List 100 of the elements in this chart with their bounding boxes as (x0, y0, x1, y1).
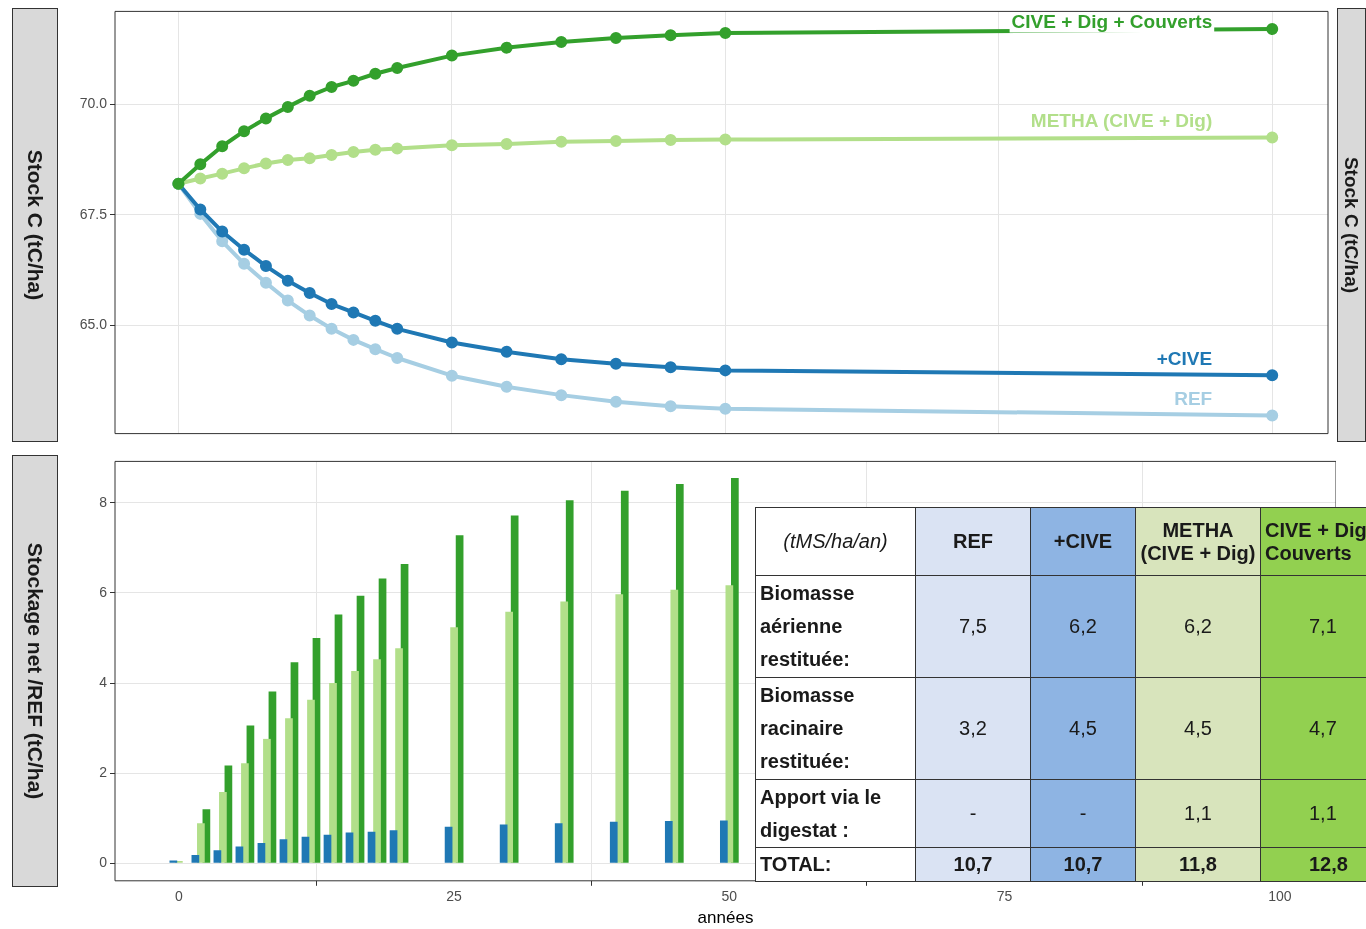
category-label: Biomasse aérienne restituée: (760, 582, 855, 670)
bar (257, 842, 266, 863)
point (281, 100, 294, 113)
point (238, 257, 251, 270)
text: 10,7 (1063, 853, 1103, 875)
point (391, 322, 404, 335)
text: (tMS/ha/an) (755, 507, 916, 576)
bar (241, 763, 249, 863)
x-tick-label: 75 (996, 888, 1013, 905)
point (664, 29, 677, 42)
point (555, 35, 568, 48)
text: - (1079, 802, 1087, 824)
category-label: CIVE + Dig Couverts (1260, 507, 1366, 576)
text: 11,8 (1179, 853, 1217, 875)
point (500, 380, 513, 393)
category-label: +CIVE (1030, 507, 1136, 576)
point (445, 49, 458, 62)
bar (219, 792, 227, 863)
x-tick-label: 100 (1268, 888, 1292, 905)
point (391, 61, 404, 74)
bar (670, 589, 679, 863)
text: Stock C (tC/ha) (1340, 156, 1363, 294)
text: 7,1 (1309, 615, 1337, 637)
point (303, 287, 316, 300)
series-label: REF (1174, 388, 1213, 410)
bar (213, 850, 222, 863)
point (194, 158, 207, 171)
bar (351, 670, 359, 863)
point (555, 353, 568, 366)
point (303, 89, 316, 102)
text: 4,7 (1309, 717, 1337, 739)
x-tick-label: 25 (446, 888, 463, 905)
point (500, 41, 513, 54)
bar (373, 659, 381, 863)
point (500, 138, 513, 151)
bar (505, 611, 514, 863)
text: 4,5 (1184, 717, 1212, 739)
bar (301, 836, 310, 863)
point (609, 134, 622, 147)
point (369, 67, 382, 80)
point (238, 125, 251, 138)
point (609, 357, 622, 370)
category-label: Apport via le digestat : (760, 785, 882, 841)
bar (499, 824, 508, 863)
text: - (969, 802, 977, 824)
bar (615, 594, 624, 863)
point (281, 294, 294, 307)
point (555, 389, 568, 402)
text: 6,2 (1184, 615, 1212, 637)
point (216, 167, 229, 180)
bar (279, 839, 288, 863)
series-label: +CIVE (1156, 347, 1213, 369)
bar (560, 601, 569, 863)
category-label: REF (915, 507, 1031, 576)
point (281, 274, 294, 287)
y-tick-label: 4 (99, 673, 108, 690)
text: 1,1 (1184, 802, 1212, 824)
text: 7,5 (959, 615, 987, 637)
x-tick-label: 0 (174, 888, 183, 905)
point (369, 314, 382, 327)
point (216, 225, 229, 238)
bar (389, 830, 398, 863)
point (281, 153, 294, 166)
y-tick-label: 2 (99, 763, 108, 780)
bar (395, 648, 403, 863)
point (445, 139, 458, 152)
bar (263, 738, 271, 863)
point (391, 352, 404, 364)
text: 6,2 (1069, 615, 1097, 637)
x-axis-title: années (697, 908, 754, 928)
point (664, 400, 677, 413)
bar (307, 699, 315, 863)
y-tick-label: 0 (99, 854, 108, 871)
text: 10,7 (953, 853, 993, 875)
bar (609, 821, 618, 863)
point (347, 306, 360, 319)
point (369, 343, 382, 356)
y-axis-title: Stockage net /REF (tC/ha) (23, 542, 48, 800)
point (719, 133, 732, 146)
bar (345, 832, 354, 863)
category-label: TOTAL: (760, 853, 832, 875)
y-tick-label: 8 (99, 493, 108, 510)
bar (450, 627, 458, 863)
point (238, 243, 251, 256)
point (325, 298, 338, 311)
point (259, 276, 272, 289)
point (664, 134, 677, 147)
bar (664, 820, 673, 863)
bar (444, 826, 453, 863)
point (347, 74, 360, 87)
bar (329, 683, 337, 863)
point (719, 364, 732, 377)
point (303, 152, 316, 165)
point (325, 322, 338, 335)
point (216, 235, 229, 248)
bar (323, 834, 332, 863)
text: 1,1 (1309, 802, 1337, 824)
category-label: METHA (CIVE + Dig) (1135, 507, 1261, 576)
point (259, 260, 272, 273)
point (238, 162, 251, 175)
